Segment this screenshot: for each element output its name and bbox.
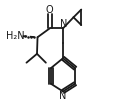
- Text: N: N: [59, 91, 67, 101]
- Text: O: O: [46, 5, 54, 15]
- Text: H₂N: H₂N: [6, 31, 25, 41]
- Text: N: N: [60, 19, 67, 29]
